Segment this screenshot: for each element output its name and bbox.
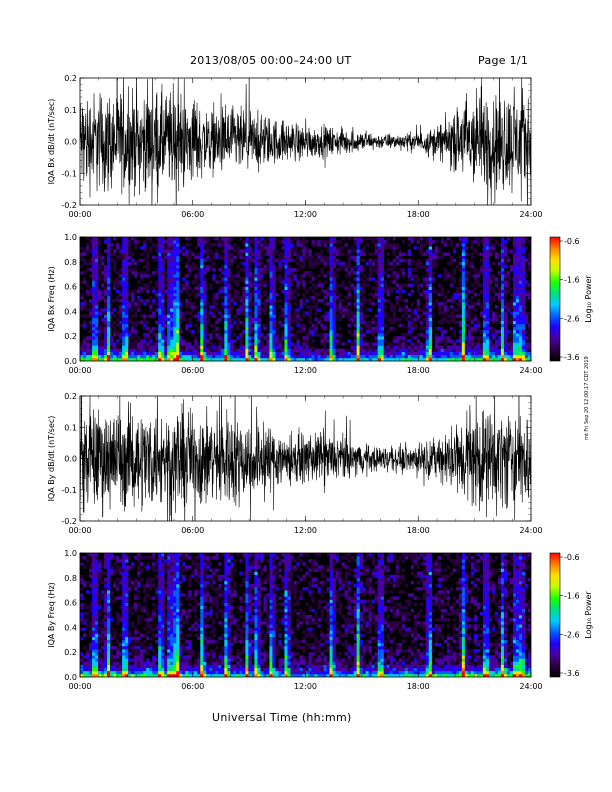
y-tick-label: 1.0 [64, 549, 77, 558]
y-tick-label: 0.0 [64, 673, 77, 682]
page-label: Page 1/1 [478, 54, 529, 67]
y-axis-label: IQA Bx Freq (Hz) [47, 266, 56, 332]
x-tick-label: 00:00 [68, 682, 91, 691]
x-tick-label: 06:00 [181, 366, 204, 375]
x-tick-label: 18:00 [407, 366, 430, 375]
y-tick-label: 0.6 [64, 283, 77, 292]
colorbar-label: Log₁₀ Power [584, 275, 593, 323]
y-tick-label: 0.8 [64, 258, 77, 267]
x-tick-label: 06:00 [181, 526, 204, 535]
y-tick-label: 0.2 [64, 392, 77, 401]
y-axis-label: IQA By Freq (Hz) [47, 582, 56, 648]
y-tick-label: 0.2 [64, 332, 77, 341]
colorbar-tick-label: -2.6 [564, 314, 580, 323]
colorbar-tick-label: -3.6 [564, 669, 580, 678]
x-tick-label: 12:00 [294, 526, 317, 535]
x-tick-label: 24:00 [519, 366, 542, 375]
x-tick-label: 18:00 [407, 682, 430, 691]
colorbar [549, 552, 561, 678]
series-trace-1 [80, 78, 531, 205]
panel-4: -0.6 -1.6 -2.6 -3.6 Log₁₀ Power 1.0 0.8 0.6 0.4 0… [47, 549, 593, 691]
y-tick-label: 0.4 [64, 623, 77, 632]
y-axis-label: IQA By dB/dt (nT/sec) [47, 416, 56, 502]
side-credit: mt Fri Sep 20 12:00:17 CDT 2019 [584, 356, 590, 440]
colorbar-tick-label: -3.6 [564, 353, 580, 362]
x-tick-label: 00:00 [68, 210, 91, 219]
spectrogram-cells [80, 237, 531, 361]
colorbar [549, 236, 561, 362]
y-tick-label: 0.2 [64, 648, 77, 657]
plot-title: 2013/08/05 00:00–24:00 UT [190, 54, 352, 67]
y-tick-label: 0.2 [64, 74, 77, 83]
x-tick-label: 06:00 [181, 210, 204, 219]
x-tick-label: 24:00 [519, 682, 542, 691]
spectrogram-cells [80, 553, 531, 677]
y-tick-label: 0.0 [64, 455, 77, 464]
y-tick-label: -0.2 [61, 517, 77, 526]
colorbar-tick-label: -1.6 [564, 276, 580, 285]
x-tick-label: 06:00 [181, 682, 204, 691]
y-tick-label: 0.1 [64, 423, 77, 432]
y-tick-label: 0.4 [64, 307, 77, 316]
x-tick-label: 00:00 [68, 366, 91, 375]
panel-2: -0.6 -1.6 -2.6 -3.6 Log₁₀ Power 1.0 0.8 0.6 0.4 0… [47, 233, 593, 375]
colorbar-tick-label: -0.6 [564, 237, 580, 246]
colorbar-tick-label: -1.6 [564, 592, 580, 601]
y-tick-label: -0.1 [61, 486, 77, 495]
y-tick-label: 0.0 [64, 138, 77, 147]
y-tick-label: -0.2 [61, 201, 77, 210]
panel-1: 0.2 0.1 0.0 -0.1 -0.200:00 06:00 12:00 18:00 24:… [47, 74, 543, 219]
colorbar-label: Log₁₀ Power [584, 591, 593, 639]
y-tick-label: 0.0 [64, 357, 77, 366]
x-tick-label: 18:00 [407, 526, 430, 535]
x-tick-label: 00:00 [68, 526, 91, 535]
colorbar-tick-label: -0.6 [564, 553, 580, 562]
x-tick-label: 18:00 [407, 210, 430, 219]
panel-3: 0.2 0.1 0.0 -0.1 -0.200:00 06:00 12:00 18:00 24:… [47, 392, 543, 535]
colorbar-tick-label: -2.6 [564, 630, 580, 639]
y-axis-label: IQA Bx dB/dt (nT/sec) [47, 99, 56, 185]
x-tick-label: 12:00 [294, 682, 317, 691]
y-tick-label: 0.8 [64, 574, 77, 583]
x-axis-label: Universal Time (hh:mm) [212, 711, 352, 724]
x-tick-label: 24:00 [519, 210, 542, 219]
x-tick-label: 12:00 [294, 210, 317, 219]
y-tick-label: -0.1 [61, 169, 77, 178]
y-tick-label: 0.6 [64, 599, 77, 608]
x-tick-label: 12:00 [294, 366, 317, 375]
series-trace-3 [80, 396, 531, 521]
y-tick-label: 0.1 [64, 106, 77, 115]
y-tick-label: 1.0 [64, 233, 77, 242]
x-tick-label: 24:00 [519, 526, 542, 535]
